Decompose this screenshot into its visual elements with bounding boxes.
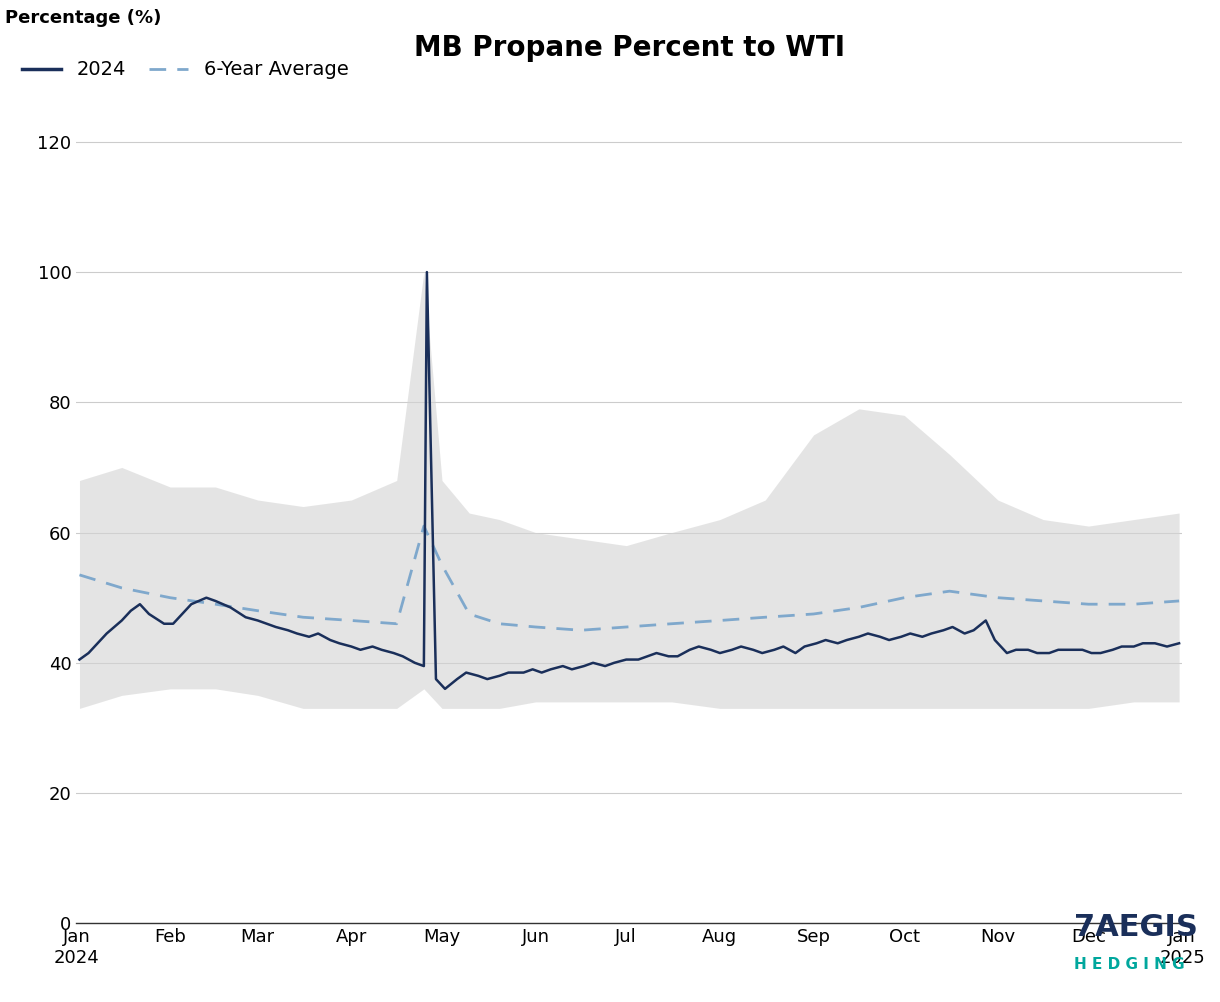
Text: H E D G I N G: H E D G I N G (1074, 957, 1185, 972)
Text: 7AEGIS: 7AEGIS (1074, 913, 1198, 942)
Legend: 2024, 6-Year Average: 2024, 6-Year Average (15, 52, 356, 87)
Text: Percentage (%): Percentage (%) (5, 9, 161, 27)
Title: MB Propane Percent to WTI: MB Propane Percent to WTI (414, 34, 844, 62)
